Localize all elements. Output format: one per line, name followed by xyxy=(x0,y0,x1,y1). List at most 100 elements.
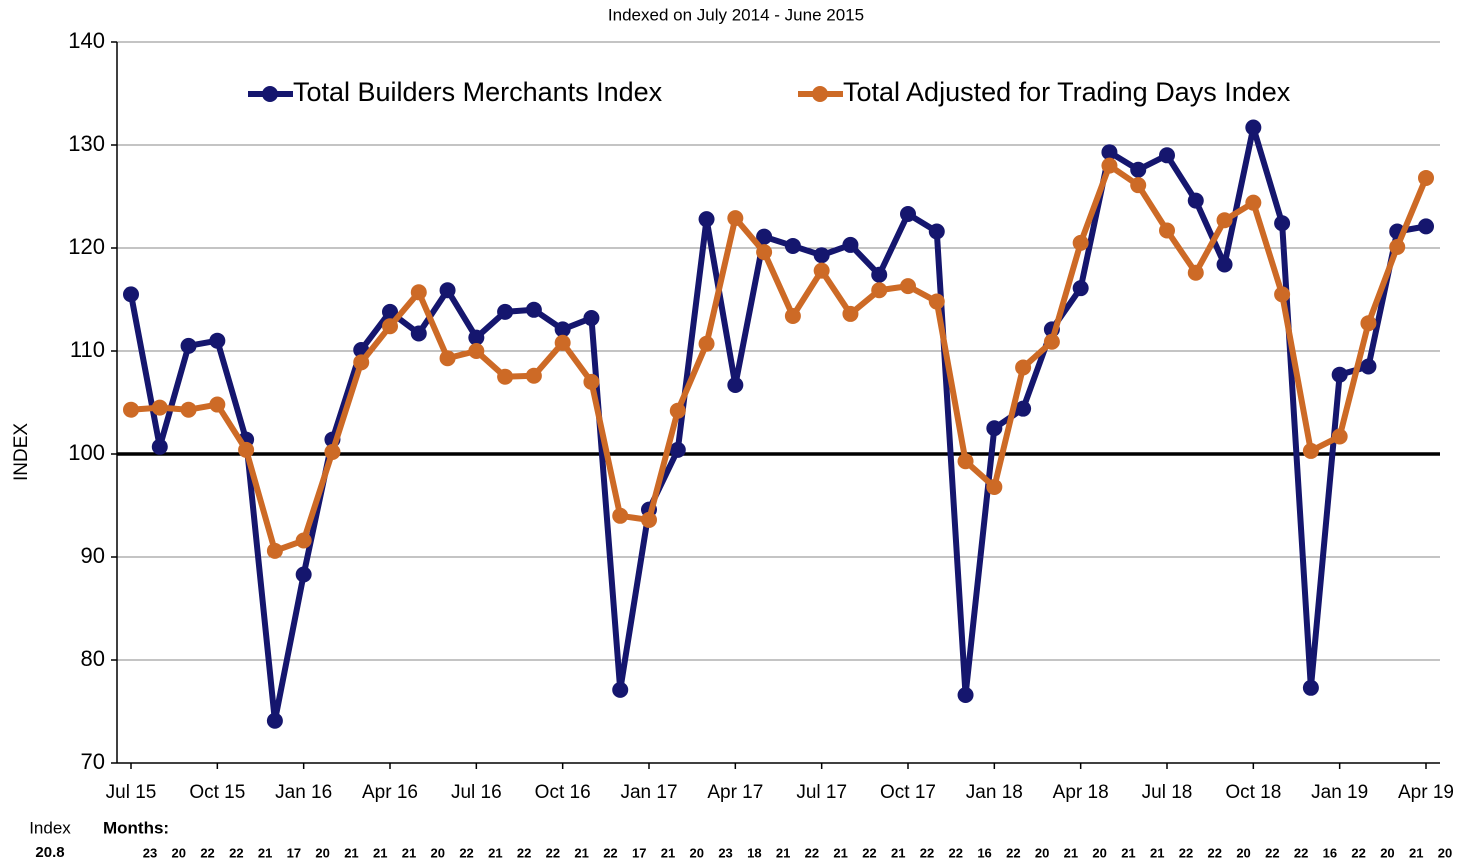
series-marker xyxy=(1360,358,1377,375)
series-marker xyxy=(900,278,916,295)
series-marker xyxy=(1331,366,1348,383)
trading-days-value: 22 xyxy=(805,845,819,860)
trading-days-value: 22 xyxy=(1179,845,1193,860)
series-marker xyxy=(410,284,427,301)
series-marker xyxy=(439,282,456,299)
series-marker xyxy=(756,228,773,245)
trading-days-value: 22 xyxy=(1006,845,1020,860)
series-marker xyxy=(1130,177,1147,194)
x-tick-label: Jul 15 xyxy=(106,782,157,803)
series-marker xyxy=(727,210,744,227)
x-tick-label: Apr 17 xyxy=(707,782,763,803)
trading-days-value: 21 xyxy=(1064,845,1078,860)
series-marker xyxy=(1331,428,1348,445)
trading-days-value: 20 xyxy=(1236,845,1250,860)
trading-days-value: 21 xyxy=(1121,845,1135,860)
series-marker xyxy=(295,532,312,549)
x-tick-label: Apr 16 xyxy=(362,782,418,803)
series-marker xyxy=(1187,264,1204,281)
series-marker xyxy=(641,511,657,528)
series-marker xyxy=(842,236,859,253)
series-marker xyxy=(1159,222,1175,239)
series-marker xyxy=(180,337,197,354)
series-marker xyxy=(669,402,686,419)
trading-days-value: 22 xyxy=(459,845,473,860)
series-marker xyxy=(497,368,514,385)
trading-days-value: 23 xyxy=(143,845,157,860)
trading-days-value: 22 xyxy=(517,845,531,860)
legend-label: Total Builders Merchants Index xyxy=(293,77,663,107)
x-tick-label: Apr 19 xyxy=(1398,782,1454,803)
series-marker xyxy=(1389,238,1406,255)
table-row-value: 20.8 xyxy=(35,844,64,861)
x-tick-label: Oct 16 xyxy=(535,782,591,803)
trading-days-value: 21 xyxy=(402,845,416,860)
trading-days-value: 16 xyxy=(1323,845,1337,860)
series-marker xyxy=(756,244,773,261)
series-marker xyxy=(1245,119,1262,136)
trading-days-value: 22 xyxy=(229,845,243,860)
series-marker xyxy=(295,566,312,583)
series-marker xyxy=(669,441,686,458)
trading-days-value: 21 xyxy=(258,845,272,860)
series-marker xyxy=(468,343,485,359)
series-marker xyxy=(1072,280,1089,297)
table-row-label: Index xyxy=(29,818,71,837)
series-marker xyxy=(583,373,600,390)
series-marker xyxy=(1216,212,1233,229)
series-marker xyxy=(353,354,370,371)
series-marker xyxy=(238,441,255,458)
x-tick-label: Jan 19 xyxy=(1311,782,1368,803)
trading-days-value: 21 xyxy=(1150,845,1164,860)
series-marker xyxy=(1274,215,1291,232)
series-marker xyxy=(784,307,801,324)
trading-days-value: 17 xyxy=(287,845,301,860)
trading-days-value: 18 xyxy=(747,845,761,860)
series-marker xyxy=(698,211,715,228)
series-marker xyxy=(986,478,1003,495)
legend-marker xyxy=(262,86,278,102)
series-marker xyxy=(698,335,715,352)
y-tick-label: 70 xyxy=(81,749,105,774)
series-marker xyxy=(1245,194,1262,211)
series-marker xyxy=(468,329,485,346)
trading-days-value: 20 xyxy=(1092,845,1106,860)
chart-subtitle: Indexed on July 2014 - June 2015 xyxy=(608,5,864,24)
series-marker xyxy=(1101,144,1118,161)
trading-days-value: 21 xyxy=(776,845,790,860)
y-tick-label: 90 xyxy=(81,543,105,568)
series-marker xyxy=(612,681,629,698)
trading-days-value: 20 xyxy=(172,845,186,860)
series-marker xyxy=(180,401,197,418)
series-marker xyxy=(1159,147,1175,164)
table-header: Months: xyxy=(103,818,169,837)
series-marker xyxy=(1130,161,1147,178)
series-marker xyxy=(1360,315,1377,332)
x-tick-label: Apr 18 xyxy=(1053,782,1109,803)
series-marker xyxy=(727,376,744,393)
series-marker xyxy=(123,401,139,418)
series-marker xyxy=(583,310,600,327)
series-marker xyxy=(1418,218,1434,235)
series-marker xyxy=(957,687,974,704)
trading-days-value: 20 xyxy=(690,845,704,860)
series-marker xyxy=(151,438,168,455)
trading-days-value: 22 xyxy=(920,845,934,860)
x-tick-label: Oct 15 xyxy=(189,782,245,803)
x-tick-label: Jul 17 xyxy=(796,782,847,803)
series-marker xyxy=(382,303,398,320)
trading-days-value: 22 xyxy=(200,845,214,860)
trading-days-value: 20 xyxy=(1380,845,1394,860)
series-marker xyxy=(410,325,427,342)
x-tick-label: Jul 18 xyxy=(1142,782,1193,803)
series-marker xyxy=(784,237,801,254)
trading-days-value: 17 xyxy=(632,845,646,860)
series-marker xyxy=(266,542,283,559)
trading-days-value: 21 xyxy=(344,845,358,860)
x-tick-label: Oct 17 xyxy=(880,782,936,803)
series-marker xyxy=(209,332,226,349)
series-marker xyxy=(871,266,888,283)
trading-days-value: 20 xyxy=(315,845,329,860)
trading-days-value: 21 xyxy=(891,845,905,860)
